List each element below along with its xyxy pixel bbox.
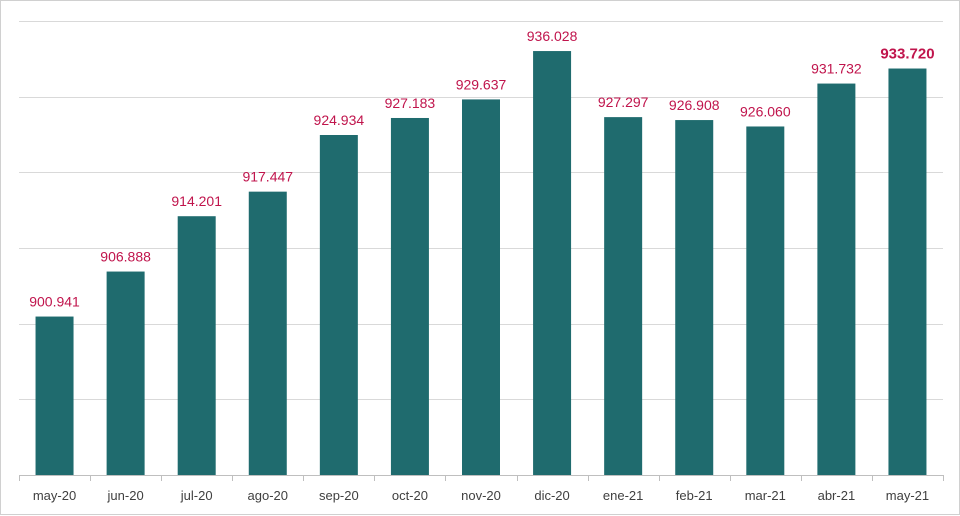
x-tick-label-may-20: may-20 — [33, 488, 76, 503]
x-tick-label-may-21: may-21 — [886, 488, 929, 503]
bar-may-21 — [888, 68, 927, 475]
bar-ago-20 — [248, 191, 287, 475]
x-tick-label-sep-20: sep-20 — [319, 488, 359, 503]
bar-mar-21 — [746, 126, 785, 475]
x-axis: may-20 jun-20 jul-20 ago-20 sep-20 oct-20 nov-… — [19, 475, 944, 503]
bars — [35, 51, 927, 476]
data-label-abr-21: 931.732 — [811, 61, 862, 77]
bar-abr-21 — [817, 83, 856, 475]
bar-dic-20 — [533, 51, 572, 475]
bar-nov-20 — [462, 99, 500, 476]
data-label-jul-20: 914.201 — [171, 193, 222, 209]
data-label-dic-20: 936.028 — [527, 28, 578, 44]
x-tick-label-jul-20: jul-20 — [180, 488, 213, 503]
bar-jun-20 — [106, 271, 145, 475]
x-tick-label-ago-20: ago-20 — [248, 488, 288, 503]
x-tick-label-oct-20: oct-20 — [392, 488, 428, 503]
data-label-may-20: 900.941 — [29, 294, 80, 310]
x-tick-label-nov-20: nov-20 — [461, 488, 501, 503]
data-label-ene-21: 927.297 — [598, 94, 649, 110]
data-label-feb-21: 926.908 — [669, 97, 720, 113]
x-tick-label-mar-21: mar-21 — [745, 488, 786, 503]
data-label-nov-20: 929.637 — [456, 76, 507, 92]
data-label-sep-20: 924.934 — [314, 112, 365, 128]
data-label-ago-20: 917.447 — [242, 169, 293, 185]
bar-feb-21 — [675, 120, 714, 475]
bar-sep-20 — [319, 134, 358, 476]
bar-ene-21 — [604, 117, 643, 475]
data-label-oct-20: 927.183 — [385, 95, 436, 111]
data-label-may-21: 933.720 — [880, 46, 934, 63]
x-tick-label-dic-20: dic-20 — [534, 488, 569, 503]
x-tick-label-ene-21: ene-21 — [603, 488, 643, 503]
bar-oct-20 — [390, 117, 429, 475]
data-label-mar-21: 926.060 — [740, 103, 791, 119]
bar-may-20 — [35, 316, 74, 475]
x-tick-label-jun-20: jun-20 — [107, 488, 144, 503]
data-label-jun-20: 906.888 — [100, 249, 151, 265]
x-tick-label-feb-21: feb-21 — [676, 488, 713, 503]
bar-jul-20 — [177, 216, 216, 475]
x-tick-label-abr-21: abr-21 — [818, 488, 856, 503]
data-labels: 900.941 906.888 914.201 917.447 924.934 927.1… — [29, 28, 934, 309]
